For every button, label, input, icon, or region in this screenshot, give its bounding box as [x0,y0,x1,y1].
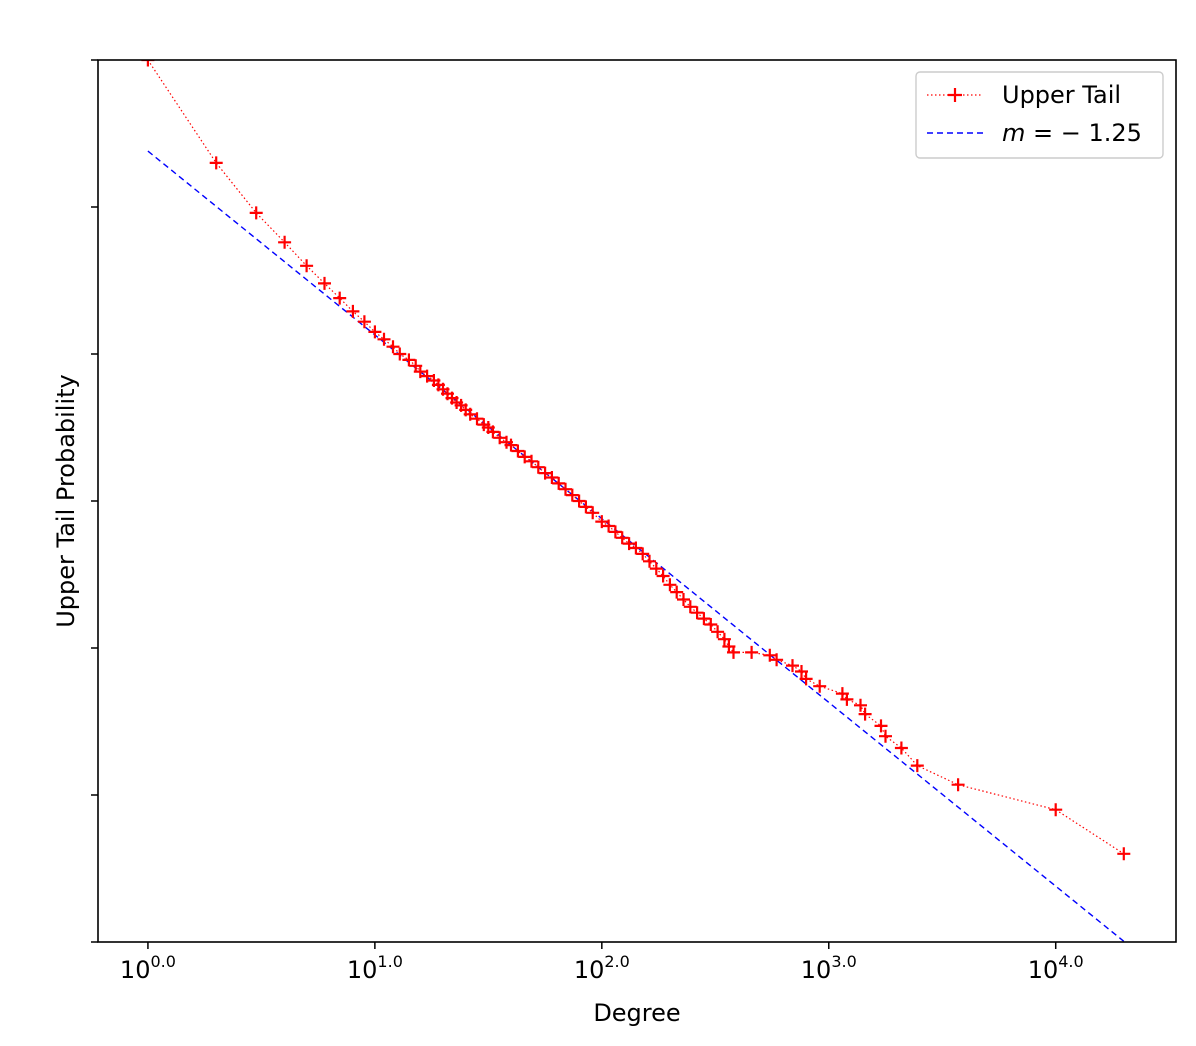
upper-tail-point [629,541,643,555]
legend-fit-label-m: m [1002,119,1025,147]
x-tick-label: 101.0 [347,952,403,984]
upper-tail-point [690,606,704,620]
upper-tail-point [249,206,263,220]
upper-tail-point [770,653,784,667]
upper-tail-point [377,332,391,346]
upper-tail-point [463,407,477,421]
plot-frame [97,59,1177,943]
upper-tail-point [622,537,636,551]
x-tick-label: 104.0 [1028,952,1084,984]
x-tick-label: 102.0 [574,952,630,984]
upper-tail-point [333,291,347,305]
upper-tail-point [579,500,593,514]
upper-tail-point [552,476,566,490]
upper-tail-point [368,325,382,339]
upper-tail-point [602,519,616,533]
upper-tail-point [393,347,407,361]
plot-area [141,60,1131,942]
y-axis-label: Upper Tail Probability [52,374,80,628]
upper-tail-point [141,60,155,67]
x-axis-label: Degree [593,999,680,1027]
upper-tail-line [147,60,1125,855]
upper-tail-point [840,692,854,706]
upper-tail-point [595,515,609,529]
upper-tail-point [357,315,371,329]
upper-tail-point [420,369,434,383]
upper-tail-point [504,438,518,452]
legend-fit-label-value: = − 1.25 [1025,119,1142,147]
x-axis-ticks: 100.0 101.0 102.0 103.0 104.0 [120,942,1084,984]
upper-tail-point [697,612,711,626]
upper-tail-point [538,466,552,480]
upper-tail-point [1049,803,1063,817]
legend-fit-label: m = − 1.25 [1002,119,1142,147]
upper-tail-point [386,340,400,354]
upper-tail-point [615,531,629,545]
legend-upper-tail-swatch-marker [948,88,962,102]
upper-tail-point [795,665,808,678]
upper-tail-point [572,494,586,508]
upper-tail-point [670,585,684,599]
upper-tail-point [209,156,223,170]
x-tick-label: 100.0 [120,952,176,984]
upper-tail-point [874,719,888,733]
upper-tail-point [745,645,759,659]
upper-tail-point [854,698,867,712]
upper-tail-point [318,276,331,290]
legend-upper-tail-label: Upper Tail [1002,81,1121,109]
upper-tail-point [763,648,777,662]
upper-tail-point [545,471,559,484]
upper-tail-point [649,562,663,576]
upper-tail-point [531,460,545,474]
upper-tail-point [799,672,813,686]
legend: Upper Tail m = − 1.25 [915,71,1164,159]
upper-tail-point [717,632,731,646]
upper-tail-point [346,304,360,318]
y-axis-ticks [91,59,98,943]
upper-tail-point [894,741,908,755]
upper-tail-point [663,578,677,592]
upper-tail-point [511,444,525,458]
upper-tail-point [300,259,314,273]
upper-tail-point [858,707,872,721]
upper-tail-point [643,554,656,568]
upper-tail-point [683,600,697,614]
upper-tail-markers [141,60,1131,861]
x-tick-label: 103.0 [801,952,857,984]
upper-tail-point [559,482,572,496]
upper-tail-point [711,625,725,639]
upper-tail-point [813,679,827,693]
upper-tail-point [486,425,500,439]
upper-tail-point [656,569,670,583]
upper-tail-point [608,525,622,539]
upper-tail-point [278,235,292,249]
upper-tail-point [565,488,579,502]
upper-tail-point [704,618,718,631]
upper-tail-point [518,450,532,464]
upper-tail-point [636,547,650,561]
upper-tail-point [727,645,740,659]
legend-box [915,71,1164,159]
upper-tail-point [910,759,924,773]
upper-tail-point [1117,847,1131,861]
upper-tail-point [525,454,538,468]
upper-tail-point [413,365,427,379]
upper-tail-point [677,593,690,606]
upper-tail-point [402,353,416,367]
upper-tail-point [786,659,799,673]
upper-tail-point [493,431,507,445]
upper-tail-point [879,729,892,743]
upper-tail-point [470,412,484,426]
upper-tail-point [951,778,965,792]
upper-tail-point [586,506,600,520]
